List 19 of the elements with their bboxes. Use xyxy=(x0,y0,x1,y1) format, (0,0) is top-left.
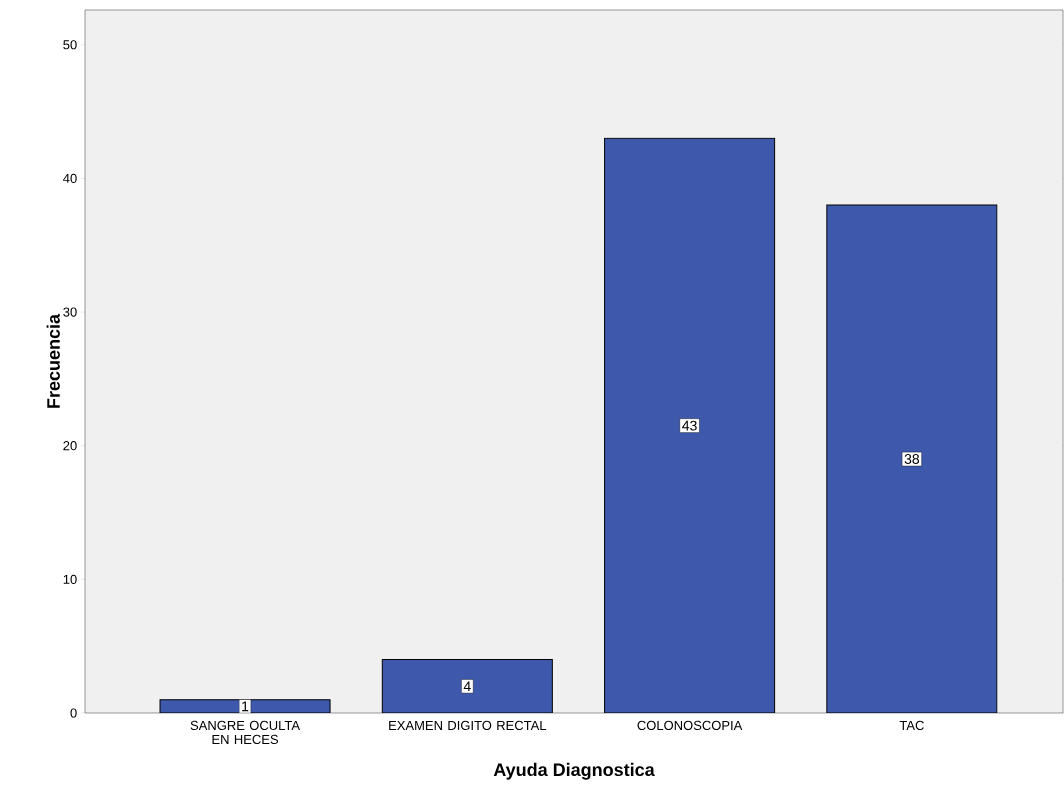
y-tick-label: 30 xyxy=(63,307,77,317)
y-tick-label: 20 xyxy=(63,441,77,451)
x-tick-label: SANGRE OCULTA EN HECES xyxy=(190,720,301,745)
bar xyxy=(826,204,998,713)
x-tick-label: TAC xyxy=(899,720,924,731)
y-axis-title: Frecuencia xyxy=(46,313,60,408)
y-tick-label: 0 xyxy=(70,708,77,718)
x-tick-label: EXAMEN DIGITO RECTAL xyxy=(389,720,547,731)
data-label: 38 xyxy=(904,454,920,465)
data-label: 4 xyxy=(463,681,471,692)
x-axis-title: Ayuda Diagnostica xyxy=(493,762,655,780)
bar xyxy=(604,137,776,713)
x-tick-label: COLONOSCOPIA xyxy=(637,720,743,731)
data-label: 1 xyxy=(242,701,249,712)
y-tick-label: 40 xyxy=(63,173,77,183)
data-label: 43 xyxy=(682,420,697,431)
bar xyxy=(382,659,553,713)
y-tick-label: 50 xyxy=(63,40,77,50)
y-tick-label: 10 xyxy=(63,574,77,584)
